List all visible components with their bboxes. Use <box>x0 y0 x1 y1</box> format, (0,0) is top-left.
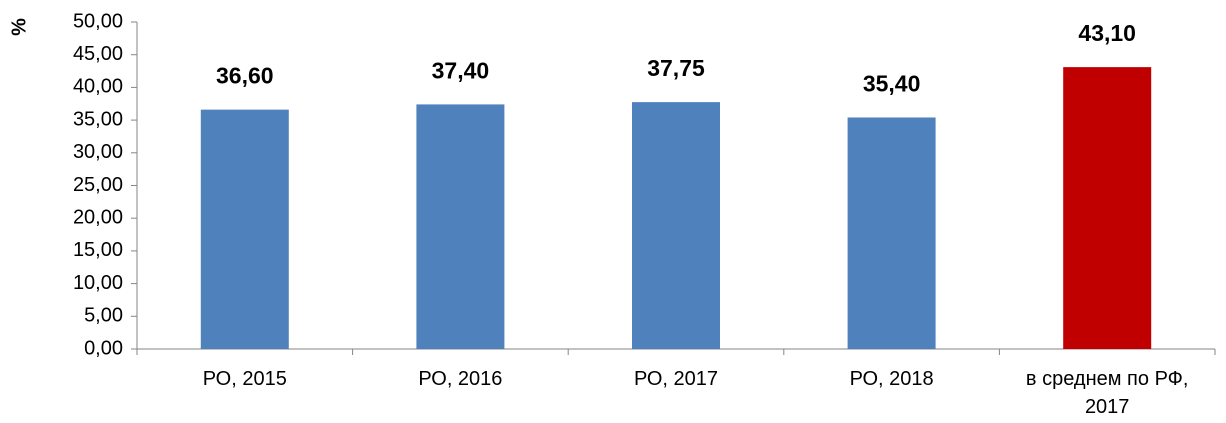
y-tick-label: 35,00 <box>73 108 123 130</box>
bar <box>632 102 720 350</box>
y-tick-label: 25,00 <box>73 174 123 196</box>
x-tick-label-box: РО, 2018 <box>849 368 934 390</box>
bar <box>847 117 936 349</box>
value-label: 36,60 <box>216 63 274 89</box>
value-label: 37,75 <box>647 55 705 81</box>
x-tick-label: РО, 2015 <box>202 368 287 390</box>
x-tick-label-box: РО, 2015 <box>202 368 287 390</box>
x-tick-label-box: РО, 2017 <box>633 368 719 390</box>
y-tick-label: 15,00 <box>73 239 123 261</box>
x-tick-label-box: в среднем по РФ, 2017 <box>1025 368 1189 418</box>
x-tick-label: РО, 2016 <box>418 368 503 390</box>
y-tick-label: 30,00 <box>73 141 123 163</box>
bar <box>416 104 505 350</box>
y-tick-label: 20,00 <box>73 206 123 228</box>
x-tick-label: РО, 2018 <box>849 368 934 390</box>
bar <box>1063 67 1152 349</box>
x-tick-label: в среднем по РФ, 2017 <box>1025 368 1189 418</box>
value-label: 35,40 <box>863 71 921 97</box>
y-tick-label: 0,00 <box>84 337 123 359</box>
y-axis-label: % <box>8 18 30 36</box>
x-tick-label-box: РО, 2016 <box>418 368 503 390</box>
y-tick-label: 10,00 <box>73 272 123 294</box>
bar <box>200 109 289 349</box>
value-label: 37,40 <box>432 57 490 83</box>
y-tick-label: 50,00 <box>73 10 123 32</box>
y-tick-label: 40,00 <box>73 76 123 98</box>
x-tick-label: РО, 2017 <box>633 368 719 390</box>
y-tick-label: 45,00 <box>73 43 123 65</box>
value-label: 43,10 <box>1078 20 1136 46</box>
y-tick-label: 5,00 <box>84 305 123 327</box>
